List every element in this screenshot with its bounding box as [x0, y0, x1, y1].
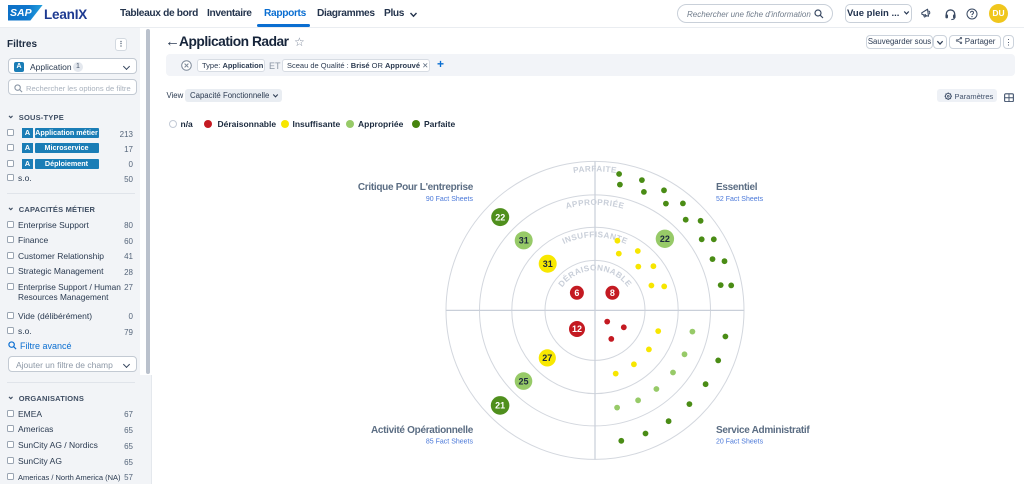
svg-text:Service Administratif: Service Administratif — [716, 425, 810, 436]
svg-text:25: 25 — [518, 376, 528, 386]
svg-text:6: 6 — [574, 288, 579, 298]
svg-text:PARFAITE: PARFAITE — [573, 164, 618, 175]
svg-text:27: 27 — [542, 353, 552, 363]
svg-text:22: 22 — [495, 212, 505, 222]
svg-text:52 Fact Sheets: 52 Fact Sheets — [716, 196, 764, 203]
svg-text:31: 31 — [519, 236, 529, 246]
svg-text:31: 31 — [543, 259, 553, 269]
svg-text:90 Fact Sheets: 90 Fact Sheets — [426, 196, 474, 203]
svg-text:Essentiel: Essentiel — [716, 182, 758, 193]
svg-text:20 Fact Sheets: 20 Fact Sheets — [716, 439, 764, 446]
svg-text:12: 12 — [572, 324, 582, 334]
svg-text:22: 22 — [660, 234, 670, 244]
svg-text:Activité Opérationnelle: Activité Opérationnelle — [371, 425, 474, 436]
svg-text:8: 8 — [610, 288, 615, 298]
svg-text:85 Fact Sheets: 85 Fact Sheets — [426, 439, 474, 446]
svg-text:21: 21 — [495, 401, 505, 411]
svg-text:Critique Pour L'entreprise: Critique Pour L'entreprise — [358, 182, 474, 193]
